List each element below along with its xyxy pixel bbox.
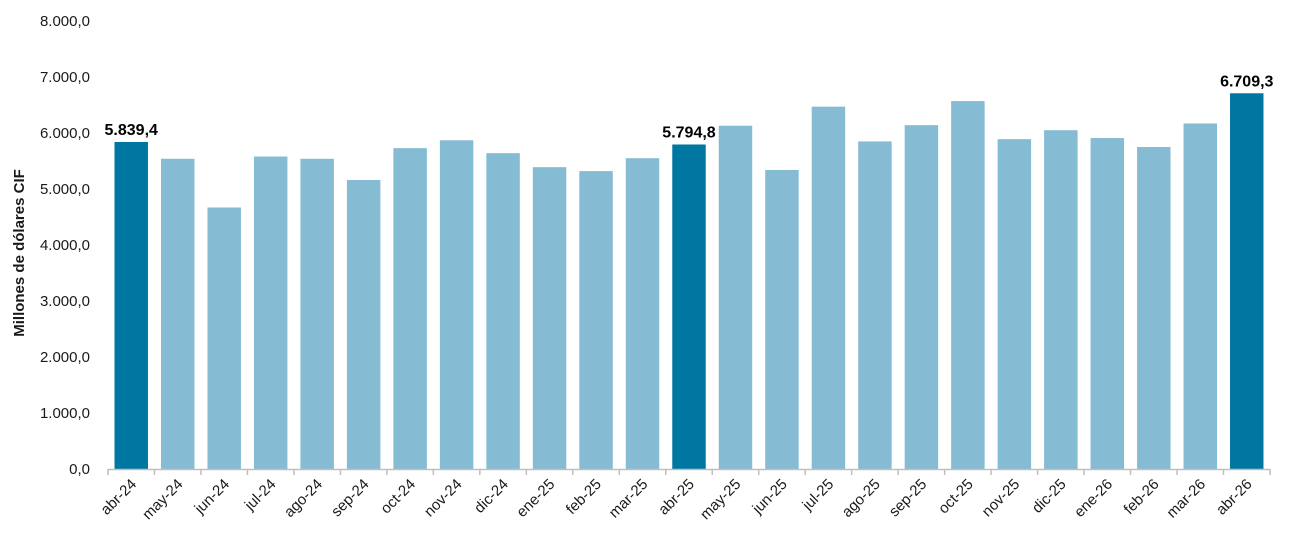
x-tick-label: ago-24 [281,476,326,521]
x-tick-label: dic-24 [471,476,512,517]
bar-jul-25 [811,106,846,470]
x-tick-label: may-25 [697,476,744,523]
bar-mar-26 [1183,123,1218,469]
bar-abr-25 [672,144,706,469]
bar-ago-24 [300,158,334,469]
y-tick-label: 4.000,0 [40,237,90,254]
x-tick-label: abr-26 [1213,476,1256,519]
x-tick-label: sep-25 [886,476,930,520]
bar-sep-25 [904,125,939,469]
x-tick-label: ene-26 [1071,476,1116,521]
y-tick-label: 5.000,0 [40,181,90,198]
bar-abr-24 [114,141,148,470]
data-label-abr-26: 6.709,3 [1220,73,1273,90]
bar-feb-26 [1137,147,1171,469]
bar-oct-25 [951,101,985,469]
x-tick-label: sep-24 [328,476,372,520]
bar-dic-24 [486,153,520,469]
bar-ene-25 [532,167,567,469]
x-tick-label: jul-25 [799,476,838,515]
x-tick-label: dic-25 [1029,476,1070,517]
y-axis-ticks: 0,0 1.000,0 2.000,0 3.000,0 4.000,0 5.000,0 6.… [40,13,90,478]
y-tick-label: 7.000,0 [40,69,90,86]
y-tick-label: 1.000,0 [40,405,90,422]
x-tick-label: jun-24 [191,476,233,518]
x-tick-label: feb-26 [1121,476,1163,518]
bar-series [114,93,1264,470]
x-tick-label: nov-24 [421,476,465,520]
x-tick-label: abr-24 [97,476,140,519]
y-tick-label: 3.000,0 [40,293,90,310]
bar-jun-25 [765,169,799,469]
bar-jul-24 [253,156,288,469]
bar-dic-25 [1044,130,1078,469]
bar-nov-24 [439,140,474,469]
bar-mar-25 [625,158,660,469]
bar-oct-24 [393,148,427,469]
bar-ene-26 [1090,138,1125,470]
x-axis-ticks: abr-24 may-24 jun-24 jul-24 ago-24 sep-24 oct-… [97,469,1271,523]
y-tick-label: 2.000,0 [40,349,90,366]
data-label-abr-25: 5.794,8 [662,124,715,141]
x-tick-label: mar-25 [606,476,652,522]
x-tick-label: oct-24 [377,476,419,518]
y-tick-label: 8.000,0 [40,13,90,30]
x-tick-label: jun-25 [749,476,791,518]
data-labels: 5.839,4 5.794,8 6.709,3 [105,73,1274,141]
bar-jun-24 [207,207,241,470]
x-tick-label: may-24 [139,476,186,523]
data-label-abr-24: 5.839,4 [105,122,158,139]
y-axis-label: Millones de dólares CIF [11,169,28,337]
bar-ago-25 [858,141,892,469]
bar-abr-26 [1230,93,1264,469]
bar-feb-25 [579,171,613,469]
bar-nov-25 [997,139,1032,469]
x-tick-label: mar-26 [1163,476,1209,522]
bar-may-24 [160,158,195,469]
x-tick-label: ago-25 [839,476,884,521]
x-tick-label: nov-25 [979,476,1023,520]
y-tick-label: 6.000,0 [40,125,90,142]
y-tick-label: 0,0 [69,461,90,478]
x-tick-label: feb-25 [563,476,605,518]
bar-may-25 [718,125,753,469]
x-tick-label: ene-25 [513,476,558,521]
x-tick-label: jul-24 [241,476,280,515]
bar-sep-24 [346,180,381,470]
x-tick-label: abr-25 [655,476,698,519]
x-tick-label: oct-25 [935,476,977,518]
